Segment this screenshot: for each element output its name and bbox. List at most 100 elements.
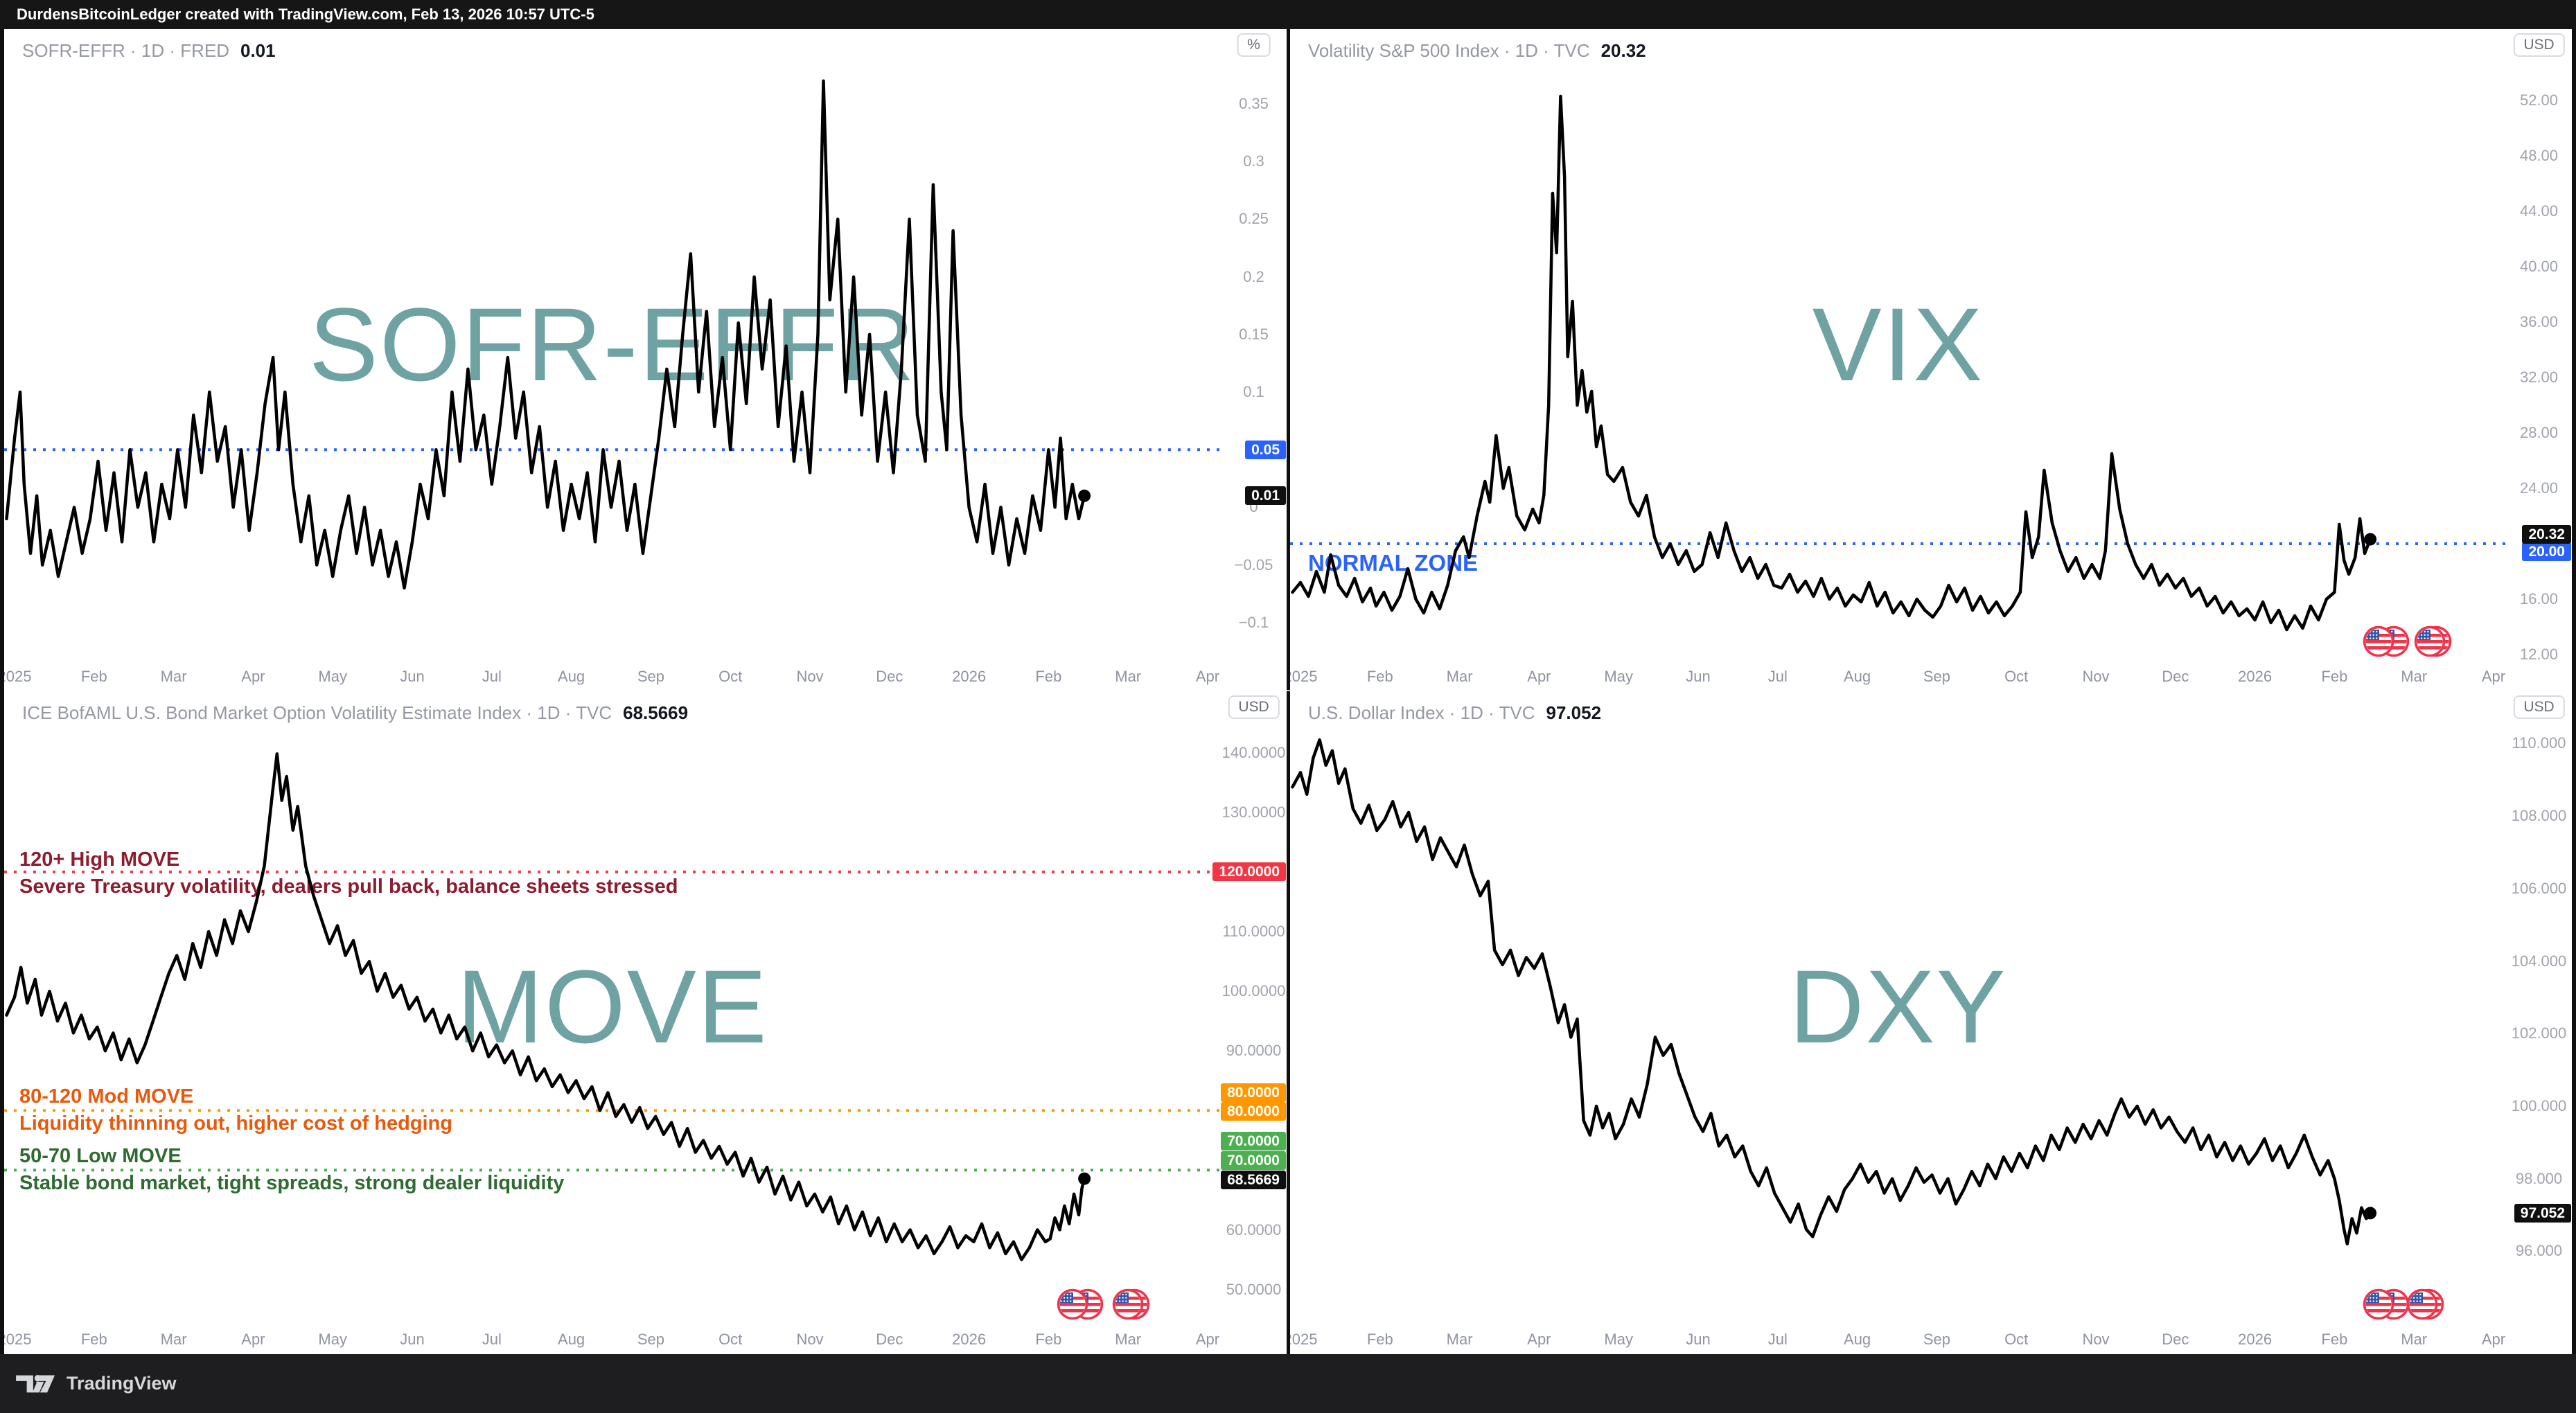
price-axis-tick: 24.00: [2519, 479, 2559, 497]
price-axis-tick: 40.00: [2519, 258, 2559, 275]
chart-legend: U.S. Dollar Index · 1D · TVC 97.052: [1308, 702, 1601, 724]
price-plot[interactable]: [1290, 691, 2506, 1322]
time-axis-tick: 2026: [2238, 668, 2273, 685]
time-axis-tick: May: [318, 668, 347, 685]
us-flag-event-icon[interactable]: [2406, 1286, 2458, 1326]
chart-panel-vix[interactable]: Volatility S&P 500 Index · 1D · TVC 20.32…: [1290, 29, 2572, 691]
price-plot[interactable]: [1290, 29, 2506, 659]
symbol-title[interactable]: ICE BofAML U.S. Bond Market Option Volat…: [22, 702, 612, 723]
price-axis-tick: 102.000: [2511, 1024, 2567, 1042]
last-value: 20.32: [1600, 40, 1646, 61]
price-axis-tick: 0.1: [1243, 383, 1264, 401]
price-axis[interactable]: USD 140.0000 130.0000 110.0000 100.0000 90.00…: [1212, 691, 1287, 1322]
time-axis-tick: 2026: [952, 668, 987, 685]
time-axis-tick: Feb: [80, 668, 107, 685]
price-axis-tick: 108.000: [2511, 807, 2567, 825]
symbol-title[interactable]: U.S. Dollar Index · 1D · TVC: [1308, 702, 1535, 723]
time-axis-tick: Sep: [1923, 1331, 1950, 1348]
price-axis-tick: 0.2: [1243, 267, 1264, 285]
price-axis[interactable]: USD 110.000 108.000 106.000 104.000 102.000 10…: [2506, 691, 2572, 1322]
axis-unit-label[interactable]: USD: [2513, 695, 2565, 719]
price-axis-tick: 0.35: [1239, 95, 1269, 113]
chart-legend: ICE BofAML U.S. Bond Market Option Volat…: [22, 702, 688, 724]
time-axis-tick: Oct: [2004, 668, 2029, 685]
series-line: [5, 752, 1086, 1261]
time-axis-tick: Nov: [796, 1331, 824, 1348]
time-axis-tick: Mar: [1115, 1331, 1142, 1348]
axis-unit-label[interactable]: USD: [1228, 695, 1280, 719]
time-axis-tick: Jul: [482, 668, 502, 685]
us-flag-event-icon[interactable]: [1111, 1286, 1164, 1326]
last-value: 97.052: [1546, 702, 1602, 723]
right-edge-border: [2572, 29, 2576, 1354]
axis-unit-label[interactable]: USD: [2513, 33, 2565, 57]
price-axis-tick: 52.00: [2519, 91, 2559, 109]
price-axis-tick: 44.00: [2519, 202, 2559, 220]
time-axis-tick: May: [318, 1331, 347, 1348]
price-badge: 120.0000: [1212, 862, 1286, 882]
last-value: 0.01: [240, 40, 276, 61]
time-axis-tick: Feb: [2321, 668, 2348, 685]
price-axis-tick: 98.000: [2515, 1169, 2563, 1187]
price-axis-tick: 0.3: [1243, 152, 1264, 170]
last-price-dot: [2364, 1207, 2377, 1220]
time-axis-tick: Sep: [1923, 668, 1950, 685]
series-line: [1291, 94, 2372, 632]
time-axis-tick: Apr: [2481, 1331, 2506, 1348]
price-axis-tick: 104.000: [2511, 952, 2567, 970]
time-axis-tick: Nov: [796, 668, 824, 685]
price-axis-tick: 0.15: [1239, 325, 1269, 343]
time-axis-tick: Feb: [80, 1331, 107, 1348]
price-plot[interactable]: [4, 691, 1221, 1322]
tradingview-brand-text[interactable]: TradingView: [67, 1373, 177, 1394]
time-axis-tick: Apr: [1527, 1331, 1551, 1348]
price-axis-tick: 48.00: [2519, 147, 2559, 164]
time-axis-tick: Dec: [876, 1331, 903, 1348]
time-axis-tick: Nov: [2082, 1331, 2110, 1348]
level-annotation-text: 120+ High MOVE: [19, 848, 180, 871]
price-badge: 80.0000: [1221, 1083, 1286, 1102]
series-line: [1291, 738, 2372, 1246]
tradingview-logo-icon[interactable]: [14, 1370, 57, 1398]
time-axis-tick: Feb: [1035, 668, 1062, 685]
price-plot[interactable]: [4, 29, 1221, 659]
axis-unit-label[interactable]: %: [1237, 33, 1271, 57]
price-axis-tick: 16.00: [2519, 590, 2559, 607]
chart-panel-move[interactable]: ICE BofAML U.S. Bond Market Option Volat…: [4, 691, 1287, 1354]
price-axis-tick: 130.0000: [1221, 803, 1286, 821]
price-axis-tick: 90.0000: [1226, 1042, 1282, 1060]
time-axis-tick: Jun: [400, 1331, 425, 1348]
attribution-text: DurdensBitcoinLedger created with Tradin…: [17, 6, 594, 23]
time-axis-tick: Dec: [2162, 1331, 2189, 1348]
symbol-title[interactable]: Volatility S&P 500 Index · 1D · TVC: [1308, 40, 1590, 61]
price-axis-tick: 100.000: [2511, 1096, 2567, 1114]
chart-panel-dxy[interactable]: U.S. Dollar Index · 1D · TVC 97.052 DXY U…: [1290, 691, 2572, 1354]
price-axis[interactable]: % 0.35 0.3 0.25 0.2 0.15 0.1 0 −0.05 −0.1 0.05 0.01: [1221, 29, 1287, 659]
us-flag-event-icon[interactable]: [1056, 1286, 1109, 1326]
us-flag-event-icon[interactable]: [2413, 623, 2466, 663]
price-axis-tick: 50.0000: [1226, 1280, 1282, 1298]
time-axis-tick: Feb: [2321, 1331, 2348, 1348]
price-axis-tick: 106.000: [2511, 879, 2567, 897]
time-axis-tick: Mar: [1446, 668, 1473, 685]
time-axis-tick: Nov: [2082, 668, 2110, 685]
symbol-title[interactable]: SOFR-EFFR · 1D · FRED: [22, 40, 229, 61]
us-flag-event-icon[interactable]: [2362, 1286, 2415, 1326]
panel-divider-horizontal: [4, 690, 2572, 691]
time-axis-tick: Aug: [1844, 668, 1871, 685]
price-axis[interactable]: USD 52.00 48.00 44.00 40.00 36.00 32.00 28.00 24…: [2506, 29, 2572, 663]
chart-panel-sofr-effr[interactable]: SOFR-EFFR · 1D · FRED 0.01 SOFR-EFFR % 0.3…: [4, 29, 1287, 691]
us-flag-event-icon[interactable]: [2362, 623, 2415, 663]
time-axis-tick: Feb: [1366, 668, 1393, 685]
price-axis-tick: 140.0000: [1221, 743, 1286, 761]
price-axis-tick: 60.0000: [1226, 1220, 1282, 1238]
time-axis-tick: Jul: [482, 1331, 502, 1348]
time-axis-tick: Jun: [1686, 1331, 1711, 1348]
tradingview-footer: TradingView: [0, 1354, 2576, 1413]
